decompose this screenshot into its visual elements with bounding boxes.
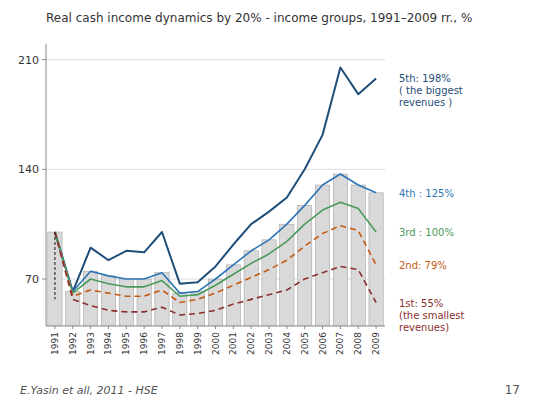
x-tick xyxy=(126,326,127,329)
x-tick-label: 2001 xyxy=(228,332,238,355)
line xyxy=(55,202,376,296)
bar xyxy=(280,224,294,326)
x-tick xyxy=(304,326,305,329)
x-tick xyxy=(376,326,377,329)
x-tick-label: 2003 xyxy=(264,332,274,355)
x-tick-label: 2005 xyxy=(300,332,310,355)
y-tick xyxy=(42,279,46,280)
bar xyxy=(244,251,258,326)
x-tick xyxy=(72,326,73,329)
drop-line xyxy=(54,232,55,299)
y-tick-label: 70 xyxy=(25,273,39,286)
y-tick xyxy=(42,59,46,60)
x-tick-label: 2007 xyxy=(335,332,345,355)
x-tick-label: 2000 xyxy=(211,332,221,355)
grid: 70 140 210 xyxy=(18,54,385,286)
x-tick-label: 1992 xyxy=(68,332,78,355)
x-tick xyxy=(108,326,109,329)
bar xyxy=(333,174,347,326)
page-number: 17 xyxy=(505,383,520,397)
title: Real cash income dynamics by 20% - incom… xyxy=(46,11,472,25)
x-tick-label: 1991 xyxy=(50,332,60,355)
bar xyxy=(369,193,383,326)
x-tick xyxy=(197,326,198,329)
bar xyxy=(66,292,80,326)
x-tick xyxy=(54,326,55,329)
x-tick-label: 1996 xyxy=(139,332,149,355)
x-tick-label: 2004 xyxy=(282,332,292,355)
x-tick-label: 1997 xyxy=(157,332,167,355)
x-tick xyxy=(179,326,180,329)
x-tick-label: 1998 xyxy=(175,332,185,355)
x-tick-label: 1995 xyxy=(121,332,131,355)
x-tick-label: 2009 xyxy=(371,332,381,355)
x-tick-label: 2002 xyxy=(246,332,256,355)
x-tick xyxy=(358,326,359,329)
plot-area xyxy=(48,68,383,327)
x-tick xyxy=(286,326,287,329)
series-label: 3rd : 100% xyxy=(399,227,454,238)
line xyxy=(55,232,376,315)
y-tick-label: 210 xyxy=(18,54,39,67)
x-tick xyxy=(233,326,234,329)
grid-line xyxy=(46,59,385,60)
line xyxy=(55,174,376,293)
bar xyxy=(315,185,329,326)
x-tick-label: 2006 xyxy=(318,332,328,355)
x-tick-label: 1999 xyxy=(193,332,203,355)
y-tick-label: 140 xyxy=(18,163,39,176)
footer: E.Yasin et all, 2011 - HSE xyxy=(20,384,158,397)
line xyxy=(55,68,376,292)
grid-line xyxy=(46,169,385,170)
y-tick xyxy=(42,169,46,170)
series-label: 4th : 125% xyxy=(399,188,454,199)
x-tick-label: 2008 xyxy=(353,332,363,355)
x-tick xyxy=(340,326,341,329)
series-label: 1st: 55%(the smallestrevenues) xyxy=(399,298,464,333)
series-label: 5th: 198%( the biggestrevenues ) xyxy=(399,73,463,108)
bar xyxy=(262,240,276,326)
x-tick xyxy=(215,326,216,329)
x-tick xyxy=(90,326,91,329)
x-tick xyxy=(322,326,323,329)
y-axis xyxy=(46,44,47,326)
chart: Real cash income dynamics by 20% - incom… xyxy=(0,0,540,405)
series-label: 2nd: 79% xyxy=(399,260,447,271)
x-tick xyxy=(144,326,145,329)
x-tick xyxy=(269,326,270,329)
bar xyxy=(191,292,205,326)
x-tick-label: 1993 xyxy=(86,332,96,355)
x-tick-label: 1994 xyxy=(103,332,113,355)
x-tick xyxy=(251,326,252,329)
line xyxy=(55,226,376,303)
x-tick xyxy=(161,326,162,329)
